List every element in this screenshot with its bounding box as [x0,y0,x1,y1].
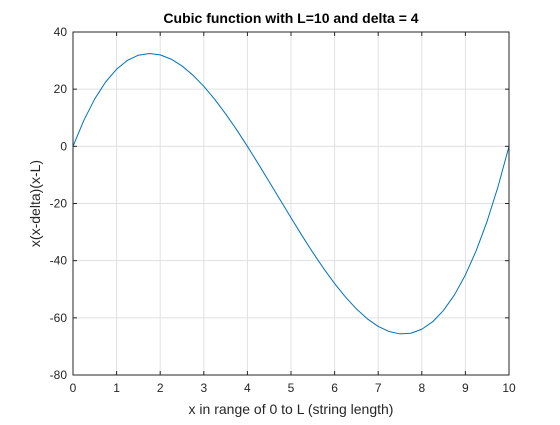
y-axis-label: x(x-delta)(x-L) [27,160,43,247]
x-tick-label: 1 [113,381,120,395]
x-tick-label: 4 [244,381,251,395]
x-tick-label: 8 [418,381,425,395]
x-tick-label: 0 [70,381,77,395]
chart-title: Cubic function with L=10 and delta = 4 [163,10,418,26]
x-tick-label: 2 [157,381,164,395]
x-tick-label: 3 [200,381,207,395]
x-tick-label: 5 [288,381,295,395]
series-layer [72,52,510,335]
y-tick-label: -40 [50,254,68,268]
y-tick-label: -20 [50,197,68,211]
x-tick-label: 6 [331,381,338,395]
y-tick-label: 20 [54,82,68,96]
grid-lines [73,32,509,375]
series-line [72,52,510,335]
y-tick-label: 40 [54,25,68,39]
x-tick-label: 9 [462,381,469,395]
x-tick-label: 7 [375,381,382,395]
x-axis-label: x in range of 0 to L (string length) [189,401,394,417]
x-tick-label: 10 [502,381,516,395]
ticks: 0 1 2 3 4 5 6 7 8 9 10 -80 -60 -40 -20 0 20 40 [50,25,516,395]
y-tick-label: 0 [60,139,67,153]
y-tick-label: -80 [50,368,68,382]
y-tick-label: -60 [50,311,68,325]
